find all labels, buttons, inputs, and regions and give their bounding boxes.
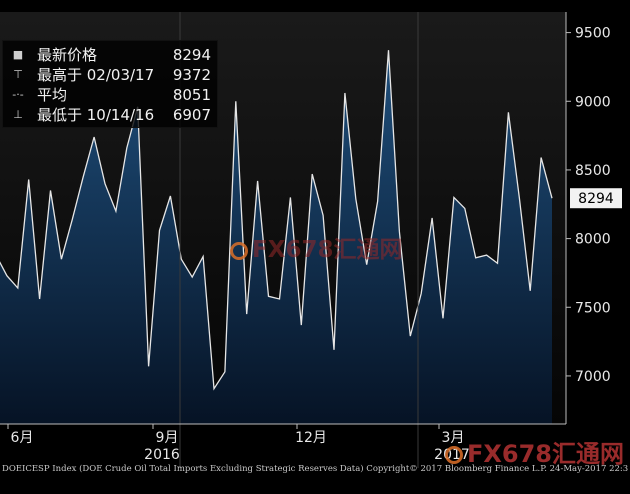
y-tick-label-7000: 7000 bbox=[575, 369, 611, 385]
legend-value-last: 8294 bbox=[172, 46, 211, 64]
watermark-corner-text: FX678 bbox=[467, 440, 552, 468]
source-footer: DOEICESP Index (DOE Crude Oil Total Impo… bbox=[2, 464, 628, 474]
series-area bbox=[0, 50, 552, 424]
legend-marker-high: ⊤ bbox=[13, 68, 23, 81]
watermark-corner-logo-icon bbox=[445, 446, 463, 464]
legend-label-high: 最高于 02/03/17 bbox=[37, 66, 155, 84]
watermark-corner-cn: 汇通网 bbox=[552, 440, 624, 468]
legend-value-high: 9372 bbox=[172, 66, 211, 84]
y-tick-label-8500: 8500 bbox=[575, 163, 611, 179]
watermark-center: FX678汇通网 bbox=[230, 230, 402, 264]
legend-label-low: 最低于 10/14/16 bbox=[37, 106, 155, 124]
legend-row-last: ■ 最新价格 8294 bbox=[3, 45, 217, 65]
watermark-center-cn: 汇通网 bbox=[333, 237, 403, 263]
last-price-tag: 8294 bbox=[578, 191, 614, 207]
legend-value-low: 6907 bbox=[172, 106, 211, 124]
legend: ■ 最新价格 8294 ⊤ 最高于 02/03/17 9372 -·- 平均 8… bbox=[2, 40, 218, 128]
y-tick-label-7500: 7500 bbox=[575, 300, 611, 316]
legend-row-low: ⊥ 最低于 10/14/16 6907 bbox=[3, 105, 217, 125]
y-tick-label-9000: 9000 bbox=[575, 94, 611, 110]
legend-row-average: -·- 平均 8051 bbox=[3, 85, 217, 105]
y-tick-label-9500: 9500 bbox=[575, 26, 611, 42]
x-month-label-0: 6月 bbox=[11, 430, 34, 446]
last-price-tag-bg bbox=[570, 188, 622, 209]
x-month-label-3: 3月 bbox=[442, 430, 465, 446]
legend-marker-average: -·- bbox=[12, 88, 24, 101]
watermark-logo-icon bbox=[230, 241, 248, 260]
series-line bbox=[0, 50, 553, 391]
legend-row-high: ⊤ 最高于 02/03/17 9372 bbox=[3, 65, 217, 85]
legend-marker-last: ■ bbox=[12, 48, 24, 61]
x-year-label-2016: 2016 bbox=[144, 447, 180, 463]
watermark-corner: FX678汇通网 bbox=[445, 434, 624, 469]
x-month-label-1: 9月 bbox=[156, 430, 179, 446]
legend-marker-low: ⊥ bbox=[13, 108, 23, 121]
watermark-center-text: FX678 bbox=[252, 237, 334, 263]
legend-value-average: 8051 bbox=[172, 86, 211, 104]
legend-label-last: 最新价格 bbox=[37, 46, 98, 64]
y-tick-label-8000: 8000 bbox=[575, 232, 611, 248]
x-month-label-2: 12月 bbox=[295, 430, 327, 446]
legend-label-average: 平均 bbox=[37, 86, 68, 104]
